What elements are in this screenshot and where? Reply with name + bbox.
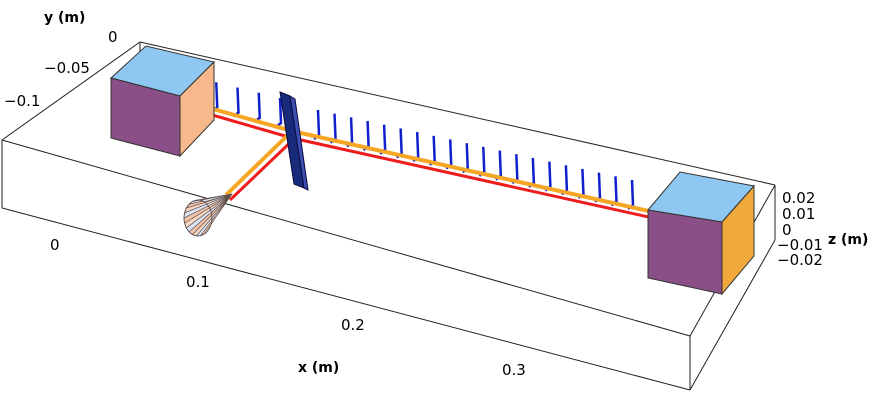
x-tick-label: 0.1: [186, 273, 210, 291]
beam-splitter-plate-icon: [279, 91, 309, 191]
cone-rim: [183, 199, 213, 237]
x-tick-label: 0.2: [341, 316, 365, 334]
x-tick-label: 0: [50, 236, 60, 254]
y-tick-label: −0.05: [44, 59, 90, 77]
field-vector: [253, 92, 262, 123]
x-axis-title: x (m): [298, 360, 339, 376]
x-axis: x (m) 0 0.1 0.2 0.3: [50, 236, 526, 379]
field-vector: [275, 97, 283, 128]
left-block-icon: [109, 45, 215, 158]
y-tick-label: −0.1: [4, 92, 40, 110]
z-axis: 0.02 0.01 0 −0.01 −0.02 z (m): [777, 189, 868, 269]
z-tick-label: −0.01: [777, 236, 823, 254]
z-tick-label: 0: [782, 221, 792, 239]
cone-detector-icon: [183, 193, 233, 237]
laser-beam: [194, 102, 654, 220]
z-tick-label: −0.02: [777, 251, 823, 269]
beam-to-detector-orange: [224, 129, 294, 197]
z-tick-label: 0.02: [782, 189, 815, 207]
beam-to-detector-red: [228, 135, 298, 202]
z-tick-label: 0.01: [782, 205, 815, 223]
z-axis-title: z (m): [828, 232, 868, 248]
y-tick-label: 0: [108, 28, 118, 46]
y-axis: y (m) 0 −0.05 −0.1: [4, 10, 118, 110]
x-tick-label: 0.3: [502, 361, 526, 379]
right-block-icon: [647, 171, 755, 296]
field-vectors: [190, 76, 635, 210]
field-vector: [232, 87, 240, 118]
beam-red-path: [194, 108, 654, 220]
y-axis-title: y (m): [44, 10, 85, 26]
